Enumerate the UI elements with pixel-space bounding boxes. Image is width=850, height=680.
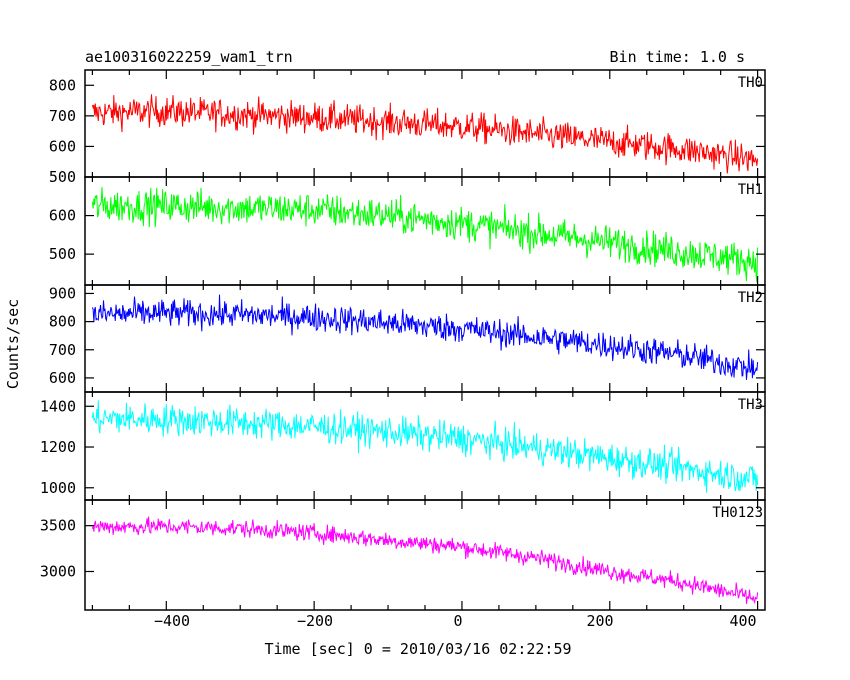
x-axis: −400 −200 0 200 400	[154, 612, 757, 630]
series-line-th0	[91, 94, 759, 174]
y-tick-label: 600	[49, 207, 76, 225]
y-tick-label: 600	[49, 137, 76, 155]
y-tick-label: 1400	[40, 397, 76, 415]
y-tick-label: 1200	[40, 438, 76, 456]
panel-frame	[84, 499, 766, 611]
panel-frame	[84, 176, 766, 286]
y-tick-label: 3500	[40, 517, 76, 535]
y-axis-title: Counts/sec	[4, 299, 22, 389]
y-tick-label: 700	[49, 341, 76, 359]
series-line-th0123	[91, 516, 759, 605]
panel-frame	[84, 284, 766, 393]
y-tick-label: 800	[49, 76, 76, 94]
y-tick-label: 3000	[40, 563, 76, 581]
panel-label: TH1	[738, 182, 763, 198]
bin-time-label: Bin time: 1.0 s	[610, 48, 745, 66]
x-tick-label: 400	[729, 612, 756, 630]
y-tick-label: 500	[49, 168, 76, 186]
x-tick-label: −200	[297, 612, 333, 630]
y-tick-label: 500	[49, 245, 76, 263]
series-line-th3	[91, 400, 759, 493]
panel-label: TH0123	[712, 505, 763, 521]
x-tick-label: −400	[154, 612, 190, 630]
panel-label: TH0	[738, 75, 763, 91]
y-tick-label: 900	[49, 284, 76, 302]
plot-title: ae100316022259_wam1_trn	[85, 48, 293, 66]
y-tick-label: 800	[49, 313, 76, 331]
series-line-th2	[91, 294, 759, 380]
series-line-th1	[91, 187, 759, 283]
panel-frame	[84, 391, 766, 501]
x-tick-label: 0	[453, 612, 462, 630]
y-tick-label: 700	[49, 107, 76, 125]
y-tick-label: 1000	[40, 479, 76, 497]
panels: 500 600 700 800 TH0 500 600 TH1 600 700 800 900 TH2 1…	[40, 69, 766, 611]
y-tick-label: 600	[49, 369, 76, 387]
x-tick-label: 200	[586, 612, 613, 630]
x-axis-title: Time [sec] 0 = 2010/03/16 02:22:59	[264, 640, 571, 658]
panel-label: TH2	[738, 290, 763, 306]
panel-label: TH3	[738, 397, 763, 413]
